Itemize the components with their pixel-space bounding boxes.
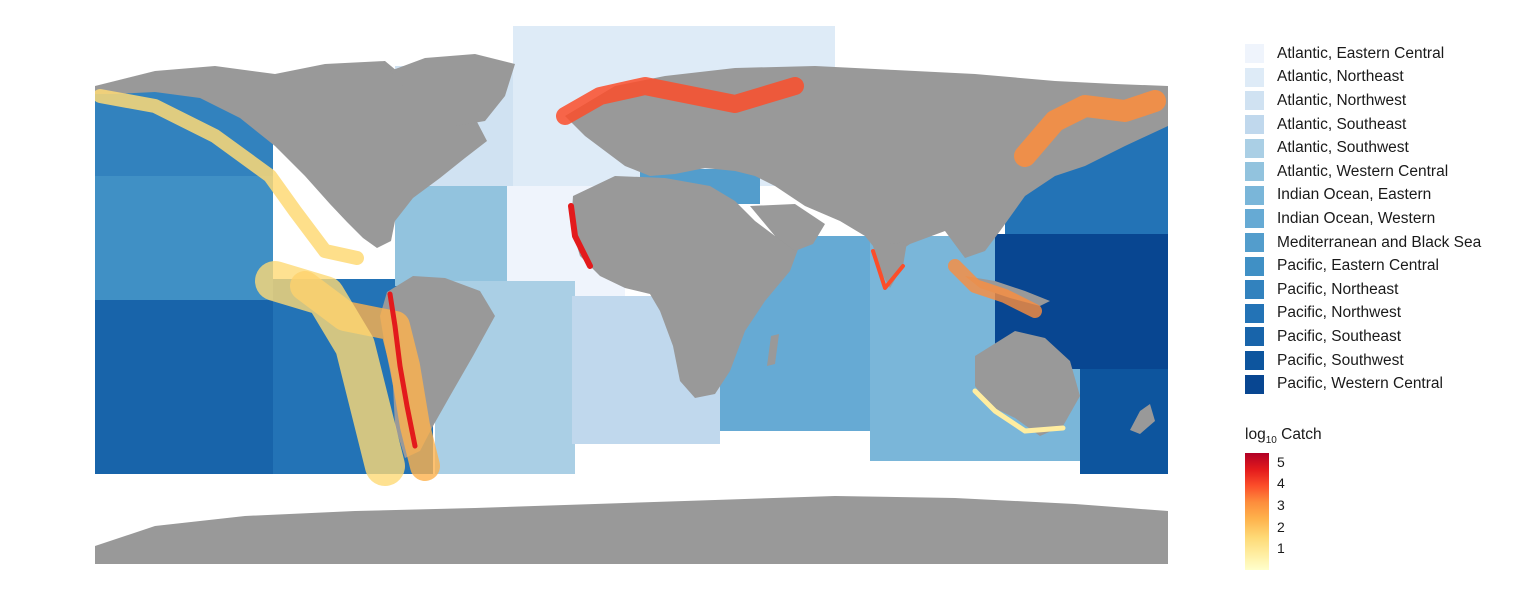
catch-southeast-asia [948, 259, 1042, 318]
legend-item: Pacific, Southeast [1245, 325, 1481, 349]
legend-swatch [1245, 374, 1264, 394]
land-north-america [95, 61, 487, 248]
legend-item: Atlantic, Southeast [1245, 113, 1481, 137]
legend-swatch [1245, 91, 1264, 111]
region-pacific-eastern-central [95, 176, 273, 300]
legend-item: Atlantic, Northwest [1245, 89, 1481, 113]
scale-title-rest: Catch [1276, 426, 1322, 443]
land-india [873, 242, 907, 288]
legend-item: Pacific, Southwest [1245, 349, 1481, 373]
legend-item: Atlantic, Northeast [1245, 66, 1481, 90]
land-madagascar [767, 334, 779, 366]
land-africa [571, 176, 800, 398]
catch-pacific-sub [255, 261, 405, 486]
land-australia [975, 331, 1080, 436]
catch-india-coast [871, 249, 905, 290]
legend-label: Pacific, Southeast [1277, 327, 1402, 345]
catch-color-scale: log10 Catch 5 4 3 2 1 [1245, 426, 1322, 571]
legend-swatch [1245, 280, 1264, 300]
legend-swatch [1245, 327, 1264, 347]
legend-swatch [1245, 67, 1264, 87]
legend-swatch [1245, 185, 1264, 205]
scale-tick [1269, 483, 1273, 485]
legend-label: Pacific, Eastern Central [1277, 257, 1439, 275]
world-map [95, 26, 1168, 564]
scale-title: log10 Catch [1245, 426, 1322, 446]
land-antarctica [95, 496, 1168, 564]
scale-tick-label: 1 [1277, 540, 1285, 557]
legend-swatch [1245, 162, 1264, 182]
catch-australia-coast [972, 388, 1066, 434]
catch-east-asia [1014, 90, 1166, 167]
scale-title-main: log [1245, 426, 1266, 443]
region-pacific-southeast-west [95, 300, 273, 474]
legend-swatch [1245, 351, 1264, 371]
legend-swatch [1245, 209, 1264, 229]
scale-body: 5 4 3 2 1 [1245, 453, 1322, 571]
legend-label: Indian Ocean, Western [1277, 209, 1436, 227]
region-pacific-southwest [1080, 369, 1168, 474]
legend-label: Atlantic, Western Central [1277, 162, 1449, 180]
legend-item: Atlantic, Western Central [1245, 160, 1481, 184]
legend-swatch [1245, 115, 1264, 135]
legend-label: Atlantic, Northwest [1277, 91, 1407, 109]
region-atlantic-western-central [395, 186, 513, 286]
land-greenland [390, 54, 515, 126]
legend-item: Pacific, Western Central [1245, 372, 1481, 396]
legend-label: Pacific, Southwest [1277, 351, 1404, 369]
legend-item: Indian Ocean, Western [1245, 207, 1481, 231]
scale-tick [1269, 548, 1273, 550]
scale-tick-label: 5 [1277, 453, 1285, 470]
catch-peru-coast [387, 291, 418, 449]
legend-item: Pacific, Eastern Central [1245, 254, 1481, 278]
legend-label: Atlantic, Southeast [1277, 115, 1407, 133]
catch-north-atlantic [556, 77, 804, 125]
land-europe-asia [565, 66, 1168, 261]
catch-pacific-nw-coast [95, 89, 364, 265]
legend-swatch [1245, 303, 1264, 323]
legend-label: Pacific, Northwest [1277, 304, 1402, 322]
legend-item: Indian Ocean, Eastern [1245, 184, 1481, 208]
legend-swatch [1245, 138, 1264, 158]
legend-item: Atlantic, Eastern Central [1245, 42, 1481, 66]
land-new-zealand [1130, 404, 1155, 434]
legend-label: Indian Ocean, Eastern [1277, 186, 1432, 204]
legend-item: Mediterranean and Black Sea [1245, 231, 1481, 255]
legend-swatch [1245, 256, 1264, 276]
scale-gradient-bar [1245, 453, 1269, 571]
catch-intensity [95, 77, 1166, 486]
legend-label: Pacific, Western Central [1277, 375, 1443, 393]
scale-tick [1269, 461, 1273, 463]
scale-tick-label: 4 [1277, 475, 1285, 492]
catch-west-africa [568, 203, 593, 269]
land-arabia [750, 204, 825, 251]
legend-item: Atlantic, Southwest [1245, 136, 1481, 160]
region-legend: Atlantic, Eastern Central Atlantic, North… [1245, 42, 1481, 396]
scale-title-sub: 10 [1265, 435, 1277, 447]
legend-item: Pacific, Northeast [1245, 278, 1481, 302]
scale-tick [1269, 505, 1273, 507]
legend-item: Pacific, Northwest [1245, 302, 1481, 326]
scale-tick-label: 2 [1277, 518, 1285, 535]
legend-label: Atlantic, Northeast [1277, 68, 1404, 86]
legend-label: Pacific, Northeast [1277, 280, 1399, 298]
scale-tick [1269, 526, 1273, 528]
legend-swatch [1245, 233, 1264, 253]
legend-label: Atlantic, Southwest [1277, 139, 1409, 157]
legend-label: Mediterranean and Black Sea [1277, 233, 1482, 251]
legend-label: Atlantic, Eastern Central [1277, 44, 1445, 62]
legend-swatch [1245, 44, 1264, 64]
scale-tick-label: 3 [1277, 497, 1285, 514]
